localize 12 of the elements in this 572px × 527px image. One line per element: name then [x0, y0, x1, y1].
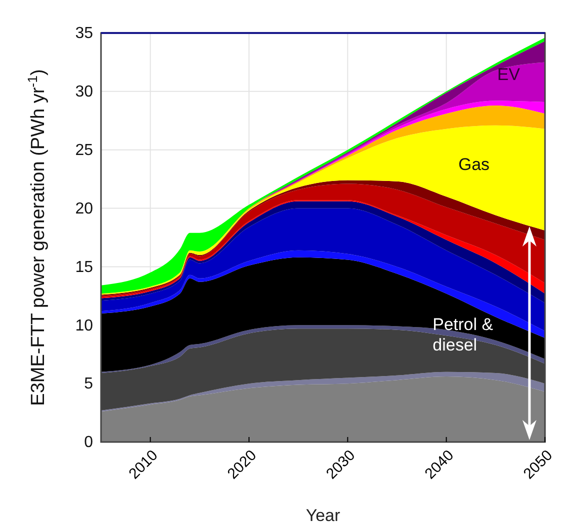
y-tick-label: 0	[84, 434, 94, 452]
y-tick-label: 30	[75, 84, 94, 101]
y-tick-label: 20	[75, 200, 94, 218]
y-tick-label: 5	[84, 376, 94, 393]
annotation: EV	[497, 65, 521, 84]
y-tick-label: 15	[75, 258, 94, 276]
x-axis-title: Year	[306, 506, 341, 525]
y-tick-label: 10	[75, 317, 94, 334]
annotation: Petrol & diesel	[432, 314, 494, 354]
annotation: Gas	[458, 155, 490, 174]
y-tick-label: 35	[75, 25, 94, 42]
y-tick-label: 25	[75, 142, 94, 159]
